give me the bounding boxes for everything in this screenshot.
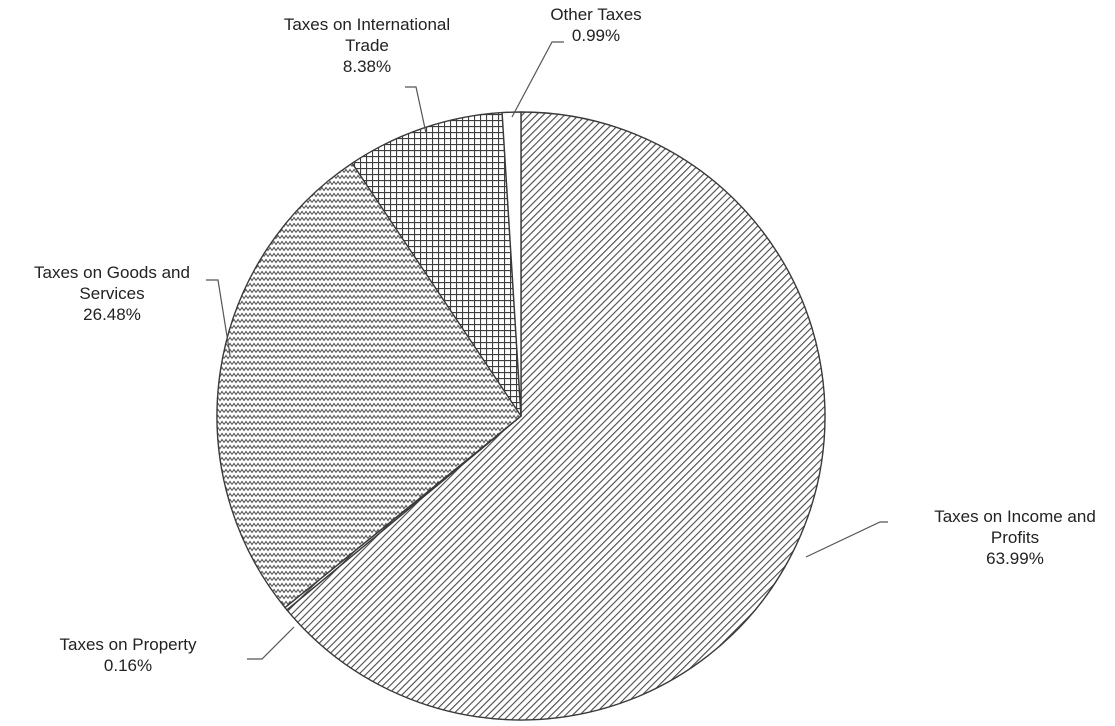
slice-value-label: 0.16% xyxy=(104,656,152,675)
leader-line-taxes-on-property xyxy=(247,626,295,660)
slice-category-label: Services xyxy=(79,284,144,303)
leader-line-taxes-on-goods-and-services xyxy=(206,279,231,356)
slice-category-label: Other Taxes xyxy=(550,5,641,24)
slice-category-label: Taxes on Income and xyxy=(934,507,1096,526)
pie-slice-taxes-on-goods-and-services xyxy=(216,162,522,609)
pie-slice-other-taxes xyxy=(501,111,522,417)
slice-label-taxes-on-property: Taxes on Property 0.16% xyxy=(59,635,197,675)
slice-category-label: Taxes on Goods and xyxy=(34,263,190,282)
slice-category-label: Taxes on Property xyxy=(59,635,197,654)
slice-label-other-taxes: Other Taxes 0.99% xyxy=(550,5,641,45)
slice-category-label: Profits xyxy=(991,528,1039,547)
pie-slice-taxes-on-income-and-profits xyxy=(286,111,826,721)
slice-category-label: Trade xyxy=(345,36,389,55)
slice-label-taxes-on-international-trade: Taxes on International Trade 8.38% xyxy=(284,15,450,76)
slice-category-label: Taxes on International xyxy=(284,15,450,34)
leader-line-taxes-on-income-and-profits xyxy=(805,521,888,558)
pie-slice-taxes-on-international-trade xyxy=(351,111,522,417)
slice-label-taxes-on-goods-and-services: Taxes on Goods and Services 26.48% xyxy=(34,263,190,324)
slice-value-label: 26.48% xyxy=(83,305,141,324)
slice-value-label: 63.99% xyxy=(986,549,1044,568)
slice-value-label: 0.99% xyxy=(572,26,620,45)
slice-label-taxes-on-income-and-profits: Taxes on Income and Profits 63.99% xyxy=(934,507,1096,568)
slice-value-label: 8.38% xyxy=(343,57,391,76)
pie-slices xyxy=(216,111,826,721)
slice-labels: Taxes on Income and Profits 63.99%Taxes on… xyxy=(34,5,1096,675)
leader-lines xyxy=(206,41,888,660)
leader-line-other-taxes xyxy=(511,41,564,118)
leader-line-taxes-on-international-trade xyxy=(405,86,427,134)
